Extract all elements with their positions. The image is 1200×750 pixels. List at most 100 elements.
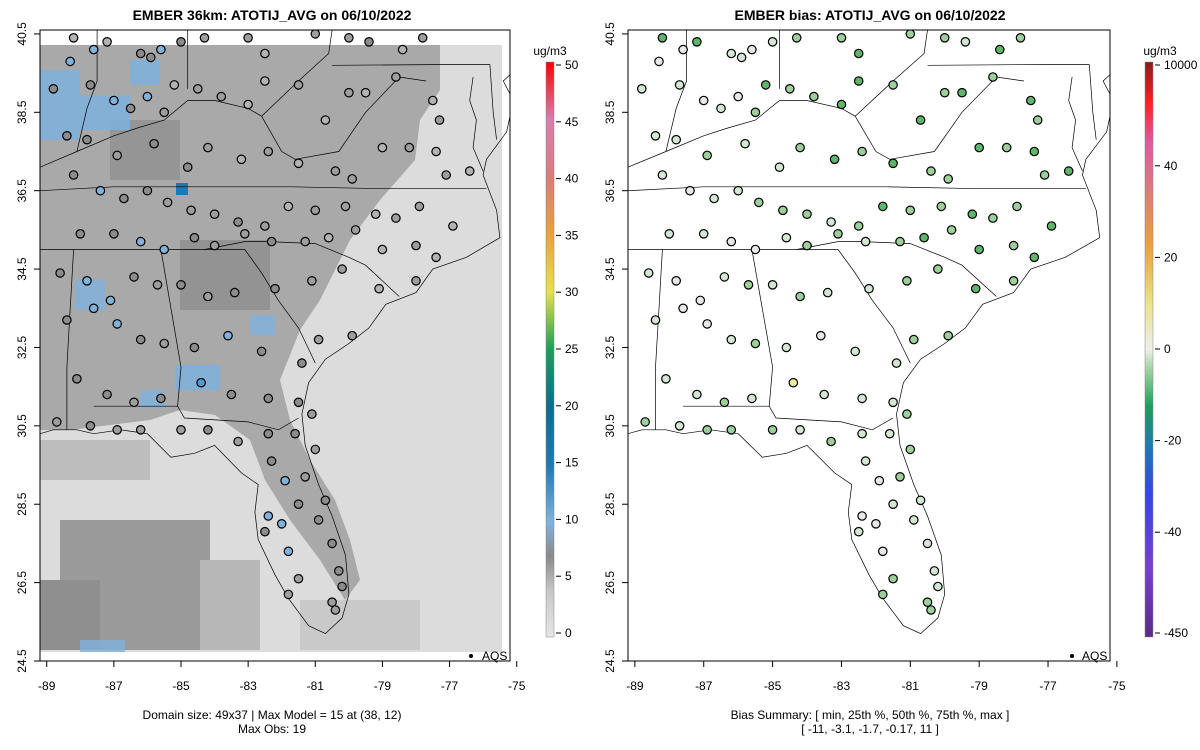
aqs-site-bias xyxy=(784,84,795,94)
aqs-site xyxy=(135,48,146,59)
aqs-site-bias xyxy=(664,229,675,239)
aqs-site-bias xyxy=(678,303,688,314)
aqs-site-bias xyxy=(767,424,778,435)
bias-summary-label: Bias Summary: [ min, 25th %, 50th %, 75t… xyxy=(731,708,1010,722)
aqs-site-bias xyxy=(888,80,898,90)
aqs-site xyxy=(223,330,233,341)
aqs-site xyxy=(169,80,180,90)
aqs-site xyxy=(441,170,451,180)
aqs-site-bias xyxy=(657,170,668,180)
site-markers xyxy=(48,30,475,615)
aqs-site xyxy=(82,134,92,145)
colorbar-tick-label: 5 xyxy=(565,569,572,583)
border-line xyxy=(160,249,182,407)
aqs-site-bias xyxy=(702,424,712,435)
aqs-site-bias xyxy=(926,166,936,176)
aqs-site-bias xyxy=(747,44,757,55)
aqs-site xyxy=(48,84,59,94)
aqs-site-bias xyxy=(857,511,867,521)
aqs-site xyxy=(431,252,441,263)
aqs-site xyxy=(243,99,253,110)
aqs-site xyxy=(152,279,163,290)
aqs-site-bias xyxy=(915,115,926,125)
aqs-site-bias xyxy=(760,80,771,90)
aqs-site xyxy=(68,170,79,180)
aqs-site-bias xyxy=(957,87,967,98)
aqs-site-bias xyxy=(795,291,805,302)
aqs-site xyxy=(95,185,106,196)
aqs-site-bias xyxy=(1012,201,1022,212)
y-tick-label: 38.5 xyxy=(603,100,617,124)
aqs-site xyxy=(119,193,129,204)
aqs-site-bias xyxy=(939,87,950,98)
aqs-site xyxy=(240,229,250,239)
aqs-site xyxy=(414,201,425,212)
left-y-axis: 24.5 26.5 28.5 30.5 32.5 34.5 36.5 38.5 40.5 xyxy=(15,22,40,673)
y-tick-label: 30.5 xyxy=(15,414,29,438)
y-tick-label: 32.5 xyxy=(603,335,617,359)
y-tick-label: 34.5 xyxy=(15,257,29,281)
aqs-site xyxy=(203,291,213,302)
border-line xyxy=(244,249,316,364)
colorbar-tick-label: 25 xyxy=(565,342,579,356)
aqs-site xyxy=(427,95,438,106)
aqs-site xyxy=(263,146,274,157)
aqs-site-bias xyxy=(643,268,654,278)
aqs-site-bias xyxy=(1046,221,1057,231)
aqs-legend-label: AQS xyxy=(1082,649,1107,663)
aqs-site-bias xyxy=(733,185,743,196)
aqs-site-bias xyxy=(922,597,933,607)
aqs-site-bias xyxy=(726,334,737,345)
aqs-site-bias xyxy=(988,213,998,223)
colorbar-tick-label: 30 xyxy=(565,285,579,299)
border-line xyxy=(469,76,484,172)
aqs-site-bias xyxy=(877,589,888,600)
border-line xyxy=(796,241,997,297)
aqs-site-bias xyxy=(943,330,953,341)
state-boundaries xyxy=(628,30,1110,635)
aqs-site xyxy=(75,229,86,239)
y-tick-label: 36.5 xyxy=(603,179,617,203)
aqs-site-bias xyxy=(795,142,805,153)
aqs-site-bias xyxy=(853,76,864,86)
aqs-site xyxy=(142,91,153,102)
aqs-site-bias xyxy=(874,475,885,486)
aqs-site-bias xyxy=(946,225,957,235)
aqs-site-bias xyxy=(788,377,799,388)
aqs-site-bias xyxy=(698,229,709,239)
aqs-site xyxy=(397,44,408,55)
aqs-site xyxy=(347,330,357,341)
aqs-site xyxy=(270,283,280,294)
x-tick-label: -89 xyxy=(38,679,56,693)
aqs-legend-dot xyxy=(469,654,473,658)
aqs-site xyxy=(327,538,337,549)
aqs-site xyxy=(176,36,186,47)
aqs-site xyxy=(290,428,300,439)
aqs-site-bias xyxy=(836,32,847,43)
y-tick-label: 26.5 xyxy=(15,571,29,595)
aqs-site-bias xyxy=(781,232,792,243)
state-boundaries xyxy=(40,30,510,635)
aqs-site-bias xyxy=(891,358,902,368)
aqs-site-bias xyxy=(702,319,712,329)
x-tick-label: -75 xyxy=(508,679,526,693)
aqs-site-bias xyxy=(895,471,905,482)
border-line xyxy=(628,74,1110,635)
right-plot-frame xyxy=(627,29,1111,662)
border-line xyxy=(1088,64,1097,140)
aqs-site-bias xyxy=(936,201,947,212)
aqs-site xyxy=(156,44,166,55)
aqs-site-bias xyxy=(877,546,888,557)
aqs-site xyxy=(55,268,65,278)
aqs-site xyxy=(347,174,357,184)
colorbar-tick-label: -20 xyxy=(1164,434,1182,448)
border-line xyxy=(76,30,98,152)
aqs-site-bias xyxy=(791,32,802,43)
border-line xyxy=(628,186,1086,192)
aqs-site-bias xyxy=(781,342,792,353)
aqs-site-bias xyxy=(888,573,898,584)
aqs-site-bias xyxy=(733,91,743,102)
aqs-site xyxy=(176,279,186,290)
aqs-site-bias xyxy=(1001,142,1012,153)
aqs-site xyxy=(72,373,82,384)
